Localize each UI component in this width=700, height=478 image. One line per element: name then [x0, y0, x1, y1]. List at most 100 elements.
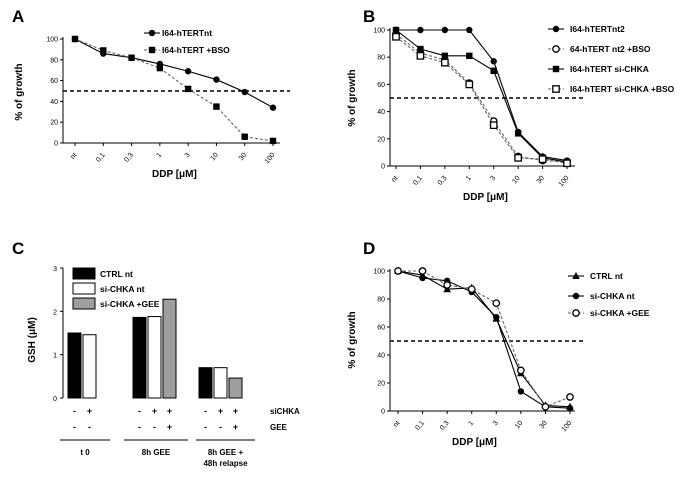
- data-point: [566, 405, 574, 412]
- sign-gee: +: [167, 422, 172, 432]
- data-point: [213, 103, 220, 110]
- panel-letter: A: [12, 7, 24, 26]
- group-label: t 0: [80, 448, 90, 457]
- x-axis-title: DDP [μM]: [452, 437, 497, 448]
- group-label: 8h GEE +: [208, 448, 244, 457]
- sign-gee: -: [204, 422, 207, 432]
- legend-marker: [148, 29, 156, 37]
- x-tick-label: 0,3: [437, 175, 449, 187]
- data-point: [443, 281, 451, 289]
- x-tick-label: 30: [539, 420, 549, 431]
- legend-marker: [572, 272, 580, 279]
- panel-b: B 0 20 40 60 80 100 nt 0,1 0,3 1 3 10 30 100 I64-hTERTn…: [347, 7, 675, 203]
- y-tick-label: 60: [377, 82, 385, 89]
- sign-sichka: +: [167, 406, 172, 416]
- legend-label: CTRL nt: [100, 269, 133, 279]
- legend-label: I64-hTERT +BSO: [162, 45, 230, 55]
- series-line: [398, 270, 571, 408]
- legend-marker: [552, 65, 560, 73]
- x-tick-label: 3: [489, 175, 497, 183]
- data-point: [71, 35, 79, 43]
- group-label: 8h GEE: [142, 448, 171, 457]
- data-point: [563, 159, 571, 168]
- panel-letter: C: [12, 239, 24, 258]
- x-tick-label: 1: [467, 420, 475, 428]
- data-point: [465, 80, 474, 89]
- panel-a: A 0 20 40 60 80 100 nt 0,1 0,3 1 3 10 30 100 I64-hTERTn…: [12, 7, 290, 180]
- x-tick-label: 30: [536, 175, 546, 186]
- bar: [228, 377, 243, 399]
- y-tick-label: 40: [50, 99, 58, 106]
- x-tick-label: 100: [561, 420, 574, 434]
- series-line: [74, 38, 274, 109]
- data-point: [269, 104, 277, 111]
- series-line: [395, 29, 568, 163]
- x-tick-label: nt: [390, 175, 399, 184]
- series-line: [395, 33, 568, 163]
- y-tick-label: 40: [377, 109, 385, 116]
- bar: [198, 367, 213, 399]
- legend-label: I64-hTERT si-CHKA: [570, 64, 649, 74]
- bar: [82, 334, 97, 399]
- data-point: [417, 45, 424, 53]
- y-tick-label: 1: [53, 353, 57, 360]
- data-point: [517, 388, 525, 395]
- data-point: [493, 314, 500, 321]
- data-point: [490, 67, 497, 74]
- series-line: [395, 36, 568, 164]
- data-point: [213, 76, 220, 83]
- y-tick-label: 100: [373, 269, 385, 276]
- bar: [132, 316, 147, 399]
- data-point: [416, 51, 425, 60]
- legend-swatch: [72, 297, 96, 310]
- panel-d: D 0 20 40 60 80 100 nt 0,1 0,3 1 3 10 30 100 CTRL nt si-…: [347, 239, 650, 448]
- x-tick-label: 0,1: [414, 420, 426, 432]
- legend-swatch: [72, 282, 96, 295]
- legend-label: si-CHKA +GEE: [100, 299, 160, 309]
- series-line: [74, 38, 274, 142]
- y-tick-label: 80: [377, 55, 385, 62]
- data-point: [441, 26, 449, 34]
- legend-label: I64-hTERTnt2: [570, 24, 625, 34]
- series-line: [397, 270, 571, 408]
- y-tick-label: 40: [377, 353, 385, 360]
- legend-label: I64-hTERT si-CHKA +BSO: [570, 84, 675, 94]
- legend-label: I64-hTERTnt: [162, 28, 212, 38]
- legend-label: si-CHKA nt: [100, 284, 145, 294]
- x-tick-label: nt: [392, 420, 401, 429]
- y-tick-label: 2: [53, 309, 57, 316]
- y-tick-label: 80: [377, 297, 385, 304]
- data-point: [392, 26, 400, 34]
- legend-marker: [552, 85, 560, 93]
- data-point: [241, 88, 248, 96]
- x-axis-title: DDP [μM]: [152, 169, 197, 180]
- sign-sichka: +: [87, 406, 92, 416]
- data-point: [466, 52, 473, 60]
- bar: [162, 298, 177, 399]
- panel-letter: D: [363, 239, 375, 258]
- y-tick-label: 20: [377, 136, 385, 143]
- sign-sichka: +: [233, 406, 238, 416]
- sign-gee: -: [138, 422, 141, 432]
- data-point: [541, 402, 550, 411]
- legend-label: CTRL nt: [590, 271, 623, 281]
- x-tick-label: 1: [465, 175, 473, 183]
- data-point: [517, 366, 525, 375]
- sign-sichka: +: [218, 406, 223, 416]
- x-tick-label: 0,3: [123, 152, 135, 164]
- x-tick-label: 100: [264, 152, 277, 166]
- y-axis-title: % of growth: [14, 63, 25, 120]
- data-point: [392, 32, 400, 41]
- y-tick-label: 60: [377, 325, 385, 332]
- sign-sichka: -: [138, 406, 141, 416]
- group-label-2: 48h relapse: [203, 459, 248, 468]
- x-tick-label: 10: [210, 152, 220, 163]
- data-point: [128, 54, 135, 61]
- data-point: [538, 155, 547, 164]
- x-tick-label: 0,1: [412, 175, 424, 187]
- data-point: [269, 137, 277, 145]
- data-point: [441, 52, 449, 60]
- sign-sichka: +: [152, 406, 157, 416]
- x-tick-label: 3: [492, 420, 500, 428]
